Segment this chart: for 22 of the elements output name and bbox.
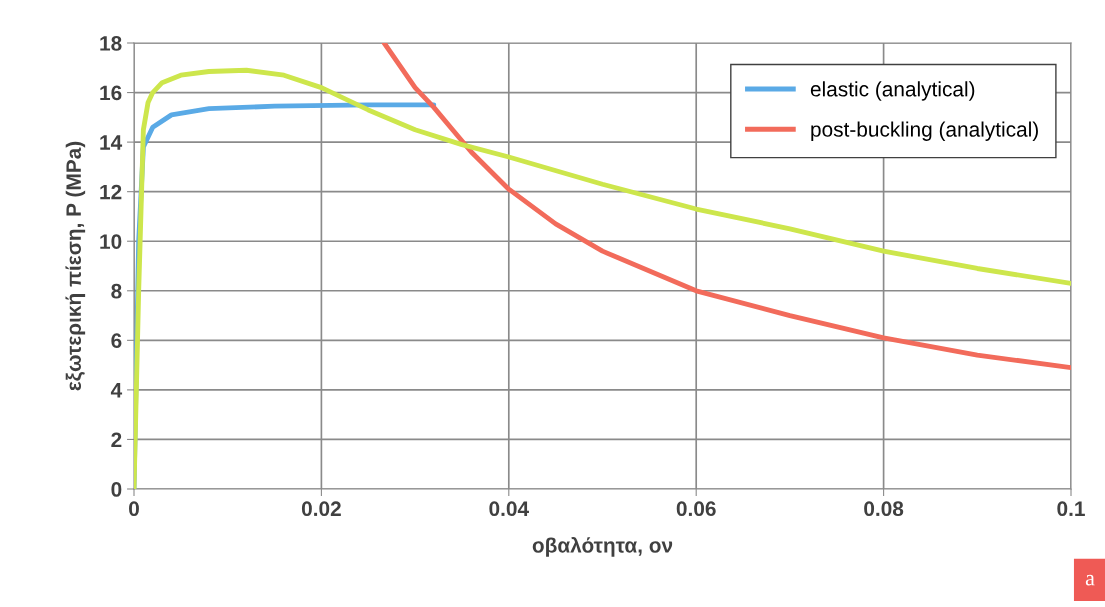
x-tick-label: 0.04 [489,501,529,517]
y-axis-title: εξωτερική πίεση, P (MPa) [65,141,86,391]
y-tick-label: 16 [100,85,122,101]
text: a [1085,574,1095,586]
x-tick-label: 0.08 [864,501,904,517]
x-tick-label: 0.1 [1057,501,1085,517]
y-tick-label: 18 [100,36,122,51]
y-tick-label: 8 [111,283,122,299]
x-tick-label: 0.06 [676,501,716,517]
line-series [381,43,1071,371]
y-tick-label: 14 [100,135,123,150]
y-tick-label: 0 [111,482,122,497]
y-tick-label: 6 [111,333,122,349]
y-tick-label: 12 [100,184,122,200]
y-tick-label: 4 [110,383,123,398]
x-tick-label: 0.02 [301,501,341,517]
legend-label: post-buckling (analytical) [811,121,1038,141]
legend-label: elastic (analytical) [810,81,975,101]
x-tick-label: 0 [129,501,139,517]
x-axis-title: οβαλότητα, ον [532,536,673,557]
y-tick-label: 10 [100,234,122,249]
y-tick-label: 2 [111,432,122,447]
